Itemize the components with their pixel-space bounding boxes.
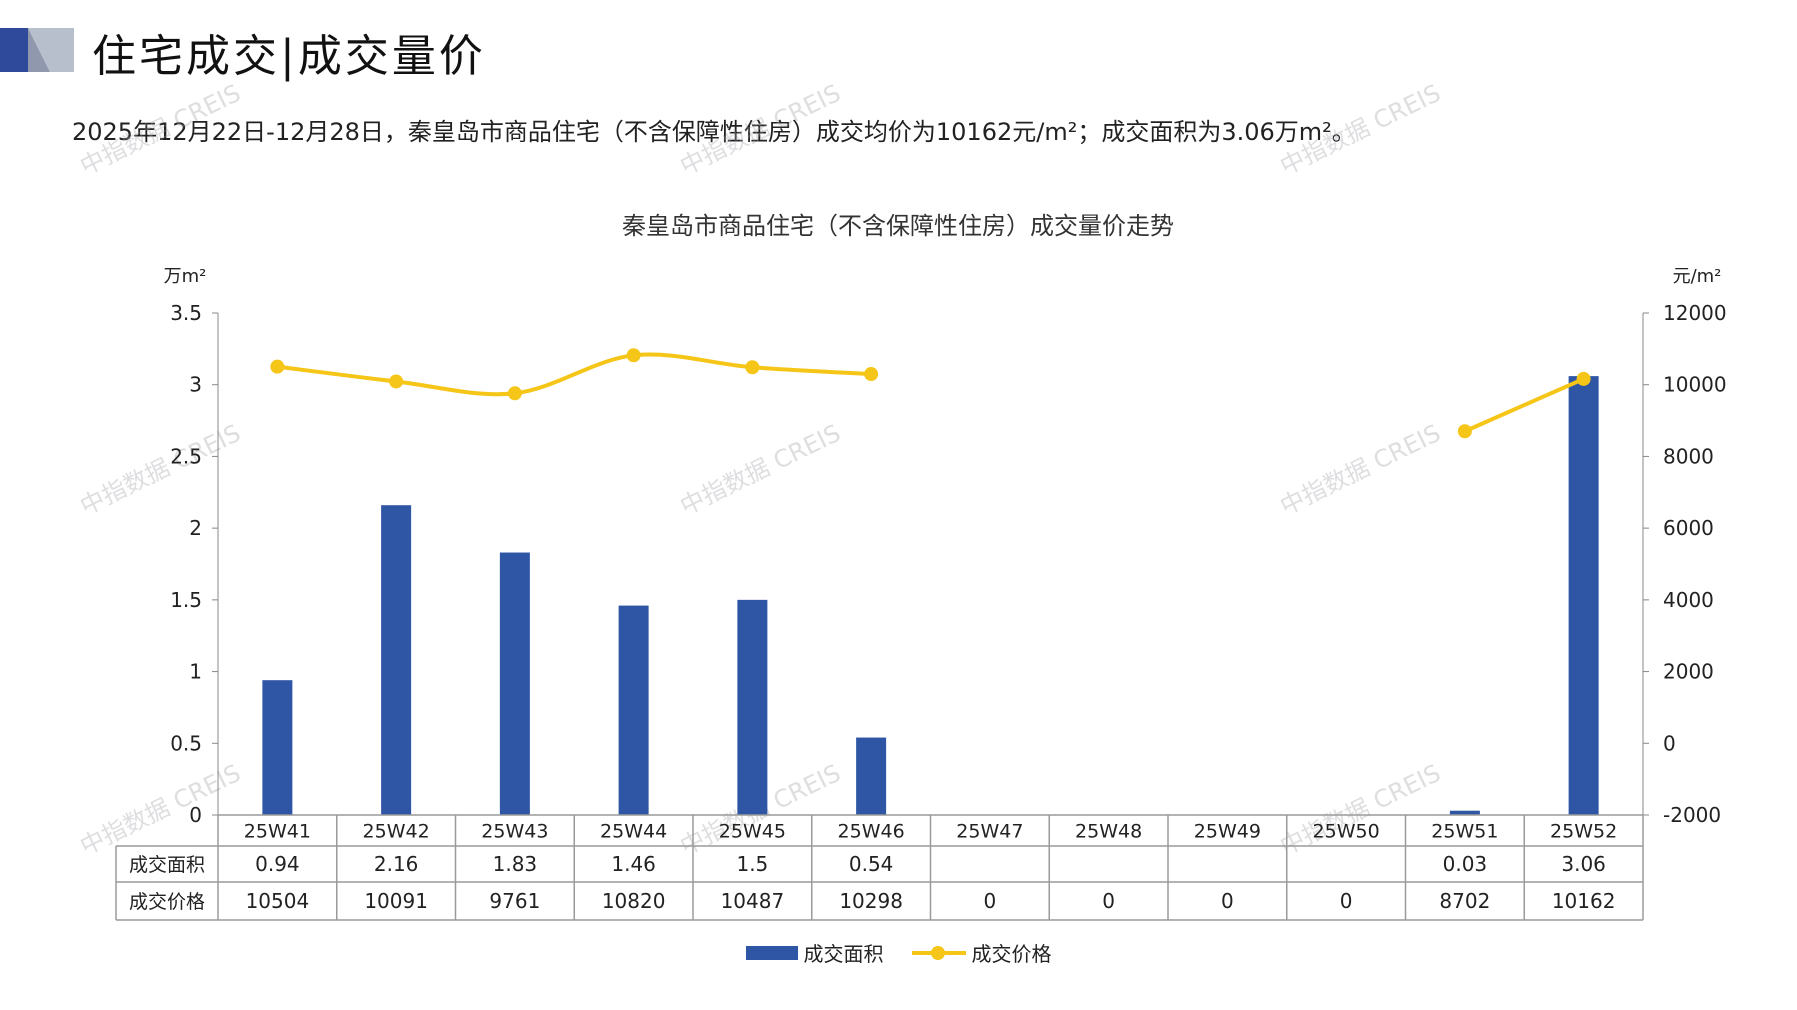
category-label: 25W43	[481, 821, 548, 843]
table-cell-price: 10487	[721, 889, 785, 913]
table-cell-price: 10504	[246, 889, 310, 913]
left-axis-unit: 万m²	[164, 266, 207, 287]
left-axis-tick-label: 0.5	[170, 731, 202, 755]
table-cell-price: 10091	[364, 889, 428, 913]
price-point-25W41	[270, 359, 285, 374]
table-cell-area: 0.54	[849, 852, 894, 876]
table-cell-area: 0.03	[1443, 852, 1488, 876]
bar-area-25W45	[737, 599, 768, 815]
bar-area-25W52	[1568, 376, 1599, 815]
bar-area-25W51	[1449, 810, 1480, 815]
legend-label-area: 成交面积	[803, 942, 884, 966]
price-point-25W45	[745, 360, 760, 375]
price-point-25W51	[1457, 424, 1472, 439]
right-axis-tick-label: 6000	[1663, 516, 1714, 540]
bar-area-25W44	[618, 605, 649, 815]
left-axis-tick-label: 1	[189, 660, 202, 684]
category-label: 25W42	[363, 821, 430, 843]
left-axis-tick-label: 1.5	[170, 588, 202, 612]
legend-line-swatch	[911, 945, 966, 960]
right-axis-tick-label: 0	[1663, 731, 1676, 755]
table-cell-price: 10820	[602, 889, 666, 913]
legend-label-price: 成交价格	[971, 942, 1052, 966]
price-point-25W44	[626, 348, 641, 363]
right-axis-tick-label: 8000	[1663, 444, 1714, 468]
table-cell-price: 0	[984, 889, 997, 913]
table-cell-area: 0.94	[255, 852, 300, 876]
header-decoration	[0, 28, 74, 72]
right-axis-tick-label: 2000	[1663, 660, 1714, 684]
table-cell-area: 1.83	[493, 852, 538, 876]
price-line-segment	[275, 352, 874, 397]
table-cell-price: 8702	[1439, 889, 1490, 913]
deco-light-shape	[28, 28, 74, 72]
category-label: 25W48	[1075, 821, 1142, 843]
category-label: 25W52	[1550, 821, 1617, 843]
category-label: 25W41	[244, 821, 311, 843]
left-axis-tick-label: 0	[189, 803, 202, 827]
bar-area-25W46	[856, 737, 887, 815]
legend-bar-swatch	[745, 945, 798, 960]
table-cell-price: 9761	[489, 889, 540, 913]
price-point-25W43	[507, 386, 522, 401]
right-axis-tick-label: 10000	[1663, 373, 1727, 397]
left-axis-tick-label: 3.5	[170, 301, 202, 325]
right-axis-tick-label: -2000	[1663, 803, 1721, 827]
right-axis-tick-label: 12000	[1663, 301, 1727, 325]
chart-legend: 成交面积 成交价格	[0, 938, 1797, 967]
legend-item-price: 成交价格	[911, 938, 1052, 967]
deco-mid-shape	[28, 28, 50, 72]
category-label: 25W47	[956, 821, 1023, 843]
price-point-25W52	[1576, 371, 1591, 386]
table-row-header-price: 成交价格	[129, 891, 205, 913]
category-label: 25W45	[719, 821, 786, 843]
deco-dark-shape	[0, 28, 28, 72]
table-cell-price: 0	[1340, 889, 1353, 913]
left-axis-tick-label: 2.5	[170, 444, 202, 468]
bar-area-25W42	[381, 505, 412, 815]
page-title: 住宅成交|成交量价	[92, 31, 486, 82]
bar-area-25W41	[262, 680, 293, 815]
price-line-segment	[1462, 376, 1586, 434]
table-cell-area: 3.06	[1561, 852, 1606, 876]
right-axis-unit: 元/m²	[1673, 266, 1722, 287]
left-axis-tick-label: 2	[189, 516, 202, 540]
legend-item-area: 成交面积	[745, 938, 884, 967]
table-cell-price: 0	[1102, 889, 1115, 913]
category-label: 25W51	[1431, 821, 1498, 843]
category-label: 25W46	[838, 821, 905, 843]
summary-text: 2025年12月22日-12月28日，秦皇岛市商品住宅（不含保障性住房）成交均价…	[72, 118, 1356, 146]
right-axis-tick-label: 4000	[1663, 588, 1714, 612]
table-cell-area: 1.46	[611, 852, 656, 876]
category-label: 25W49	[1194, 821, 1261, 843]
bar-area-25W43	[499, 552, 530, 815]
category-label: 25W44	[600, 821, 667, 843]
table-cell-area: 1.5	[736, 852, 768, 876]
category-label: 25W50	[1313, 821, 1380, 843]
table-row-header-area: 成交面积	[129, 854, 205, 876]
chart-title: 秦皇岛市商品住宅（不含保障性住房）成交量价走势	[622, 212, 1174, 240]
table-cell-price: 10298	[839, 889, 903, 913]
left-axis-tick-label: 3	[189, 373, 202, 397]
table-cell-price: 10162	[1552, 889, 1616, 913]
price-point-25W42	[389, 374, 404, 389]
price-point-25W46	[864, 367, 879, 382]
table-cell-area: 2.16	[374, 852, 419, 876]
table-cell-price: 0	[1221, 889, 1234, 913]
